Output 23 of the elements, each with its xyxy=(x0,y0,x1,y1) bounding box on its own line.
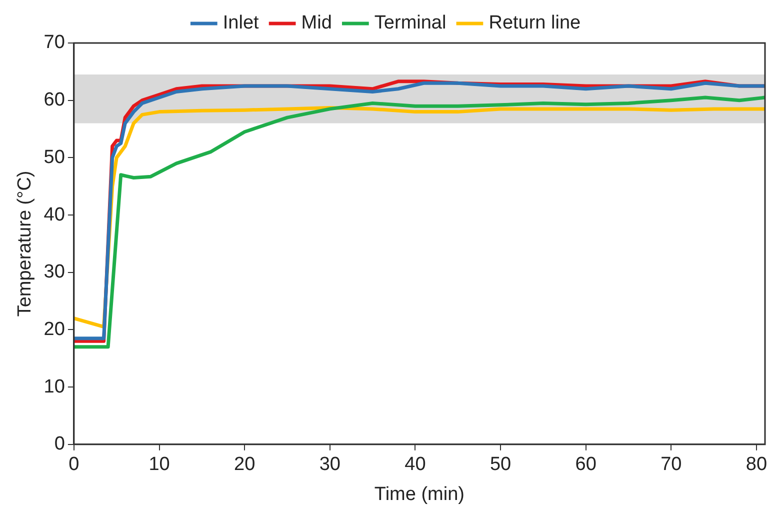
y-tick-label: 20 xyxy=(44,318,65,340)
y-axis-title: Temperature (°C) xyxy=(14,170,36,317)
legend-label: Return line xyxy=(488,12,581,34)
y-tick-label: 70 xyxy=(44,32,65,54)
x-tick-label: 40 xyxy=(404,454,426,476)
y-tick-label: 50 xyxy=(44,146,65,168)
y-tick-label: 30 xyxy=(44,262,65,283)
legend-label: Terminal xyxy=(374,12,446,34)
x-tick-label: 30 xyxy=(319,454,340,476)
legend-label: Mid xyxy=(301,12,332,34)
x-tick-label: 10 xyxy=(148,454,170,476)
x-axis-title: Time (min) xyxy=(374,484,465,505)
x-tick-label: 20 xyxy=(234,454,256,476)
y-tick-label: 10 xyxy=(44,376,65,398)
x-tick-label: 60 xyxy=(575,454,596,476)
x-tick-label: 80 xyxy=(746,454,768,476)
x-tick-label: 0 xyxy=(68,454,80,476)
x-tick-label: 70 xyxy=(660,454,682,476)
y-tick-label: 0 xyxy=(54,434,65,455)
y-tick-label: 40 xyxy=(44,204,65,226)
x-tick-label: 50 xyxy=(490,454,512,476)
legend-label: Inlet xyxy=(222,12,260,34)
y-tick-label: 60 xyxy=(44,90,65,111)
